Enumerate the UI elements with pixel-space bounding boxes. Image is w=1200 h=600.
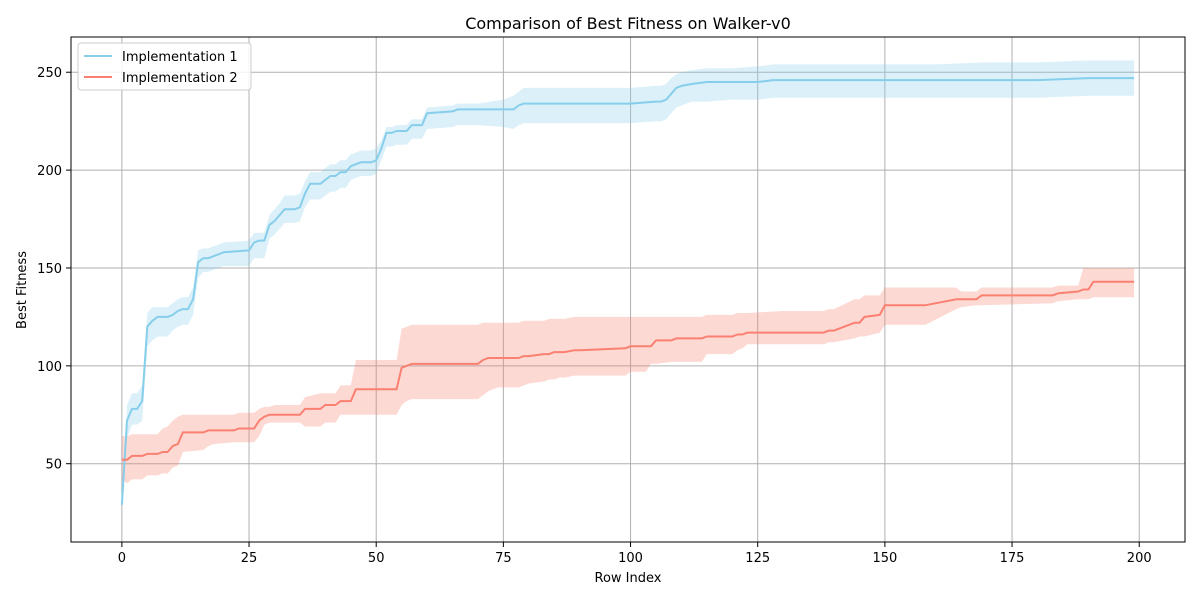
legend-label-implementation-2: Implementation 2 [122,71,238,86]
y-tick-label: 150 [37,262,62,277]
x-tick-label: 175 [1000,551,1025,566]
legend: Implementation 1 Implementation 2 [77,42,252,91]
x-tick-label: 150 [872,551,897,566]
series-line-implementation-2 [121,280,1135,461]
y-tick-label: 250 [37,66,62,81]
x-tick-label: 0 [118,551,126,566]
y-tick-label: 200 [37,164,62,179]
x-tick-label: 50 [368,551,385,566]
x-tick-label: 25 [241,551,258,566]
x-tick-label: 100 [618,551,643,566]
legend-box [77,42,252,91]
y-tick-label: 100 [37,360,62,375]
grid-layer [71,37,1185,542]
x-tick-label: 125 [745,551,770,566]
tick-layer: 0 25 50 75 100 125 150 175 200 50 100 150 200 250 [37,66,1151,566]
band-layer [121,60,1135,509]
x-tick-label: 75 [495,551,512,566]
chart-title: Comparison of Best Fitness on Walker-v0 [465,14,791,33]
x-tick-label: 200 [1127,551,1152,566]
confidence-band-implementation-1 [121,60,1135,509]
confidence-band-implementation-2 [121,268,1135,484]
y-tick-label: 50 [45,458,62,473]
x-axis-label: Row Index [595,571,662,586]
line-layer [120,77,1135,505]
series-line-implementation-1 [120,77,1135,505]
y-axis-label: Best Fitness [15,251,30,329]
plot-frame [70,36,1186,543]
legend-label-implementation-1: Implementation 1 [122,50,238,65]
